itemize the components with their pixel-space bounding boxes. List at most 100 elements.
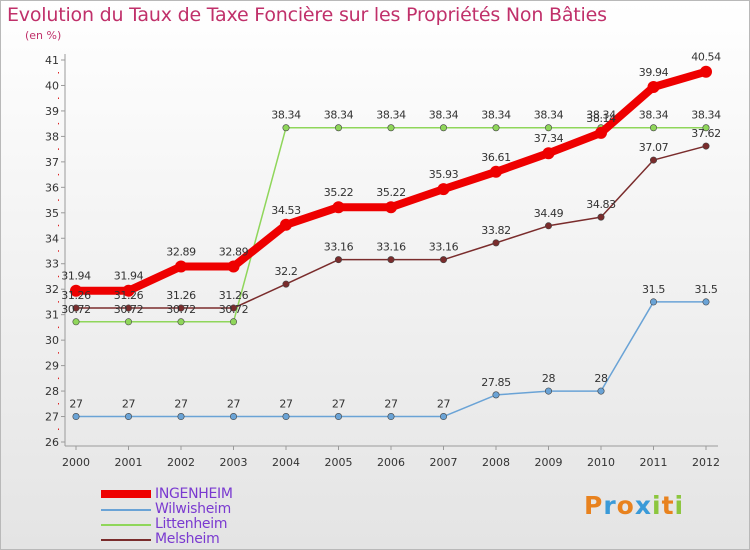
logo-letter: o [616,491,635,520]
data-point-littenheim [439,124,447,132]
data-point-littenheim [649,124,657,132]
data-label-melsheim: 33.16 [376,241,406,254]
data-point-wilwisheim [334,413,342,421]
data-label-melsheim: 33.16 [429,241,459,254]
data-point-wilwisheim [230,413,238,421]
legend-swatch [101,524,151,526]
data-label-melsheim: 31.26 [219,289,249,302]
data-label-littenheim: 38.34 [639,109,669,122]
data-point-littenheim [282,124,290,132]
data-point-littenheim [230,318,238,326]
data-point-melsheim [230,304,238,312]
y-tick-label: 34 [45,232,59,245]
x-tick-label: 2009 [535,456,563,469]
unit-label: (en %) [25,29,62,42]
data-point-wilwisheim [72,413,80,421]
data-point-melsheim [597,213,605,221]
data-point-littenheim [177,318,185,326]
x-tick-label: 2010 [587,456,615,469]
data-label-littenheim: 38.34 [324,109,354,122]
data-point-ingenheim [437,183,450,196]
x-tick-label: 2003 [220,456,248,469]
data-label-melsheim: 33.16 [324,241,354,254]
legend-swatch [101,509,151,511]
data-point-ingenheim [280,218,292,231]
logo-letter: P [584,491,604,520]
data-label-wilwisheim: 27 [227,398,241,411]
data-point-wilwisheim [702,298,710,306]
y-tick-label: 33 [45,258,59,271]
data-label-littenheim: 30.72 [166,303,196,316]
data-point-ingenheim [700,65,712,78]
data-label-ingenheim: 31.94 [61,270,91,283]
data-label-wilwisheim: 28 [542,372,556,385]
data-point-ingenheim [595,126,607,139]
legend-label: Littenheim [155,516,228,532]
data-label-melsheim: 31.26 [114,289,144,302]
data-label-wilwisheim: 27 [437,398,451,411]
x-tick-label: 2001 [115,456,143,469]
series-layer [70,65,712,421]
data-point-melsheim [177,304,185,312]
data-point-wilwisheim [125,413,133,421]
data-point-littenheim [492,124,500,132]
data-label-wilwisheim: 31.5 [642,283,665,296]
data-label-wilwisheim: 27 [122,398,136,411]
data-point-ingenheim [385,201,397,214]
data-label-littenheim: 30.72 [61,303,91,316]
data-label-wilwisheim: 27.85 [481,376,511,389]
data-point-melsheim [334,256,342,264]
legend-label: INGENHEIM [155,486,233,502]
data-label-wilwisheim: 27 [332,398,346,411]
data-label-wilwisheim: 27 [384,398,398,411]
y-tick-label: 40 [45,79,59,92]
data-label-ingenheim: 35.22 [324,186,354,199]
data-label-melsheim: 32.2 [275,265,298,278]
data-label-littenheim: 38.34 [271,109,301,122]
data-point-ingenheim [70,284,82,297]
y-tick-label: 37 [45,156,59,169]
data-label-ingenheim: 32.89 [219,246,249,259]
data-point-ingenheim [122,284,135,297]
data-point-wilwisheim [597,387,605,395]
data-label-littenheim: 38.34 [481,109,511,122]
series-line-melsheim [75,145,707,309]
data-point-ingenheim [647,80,660,93]
data-label-ingenheim: 32.89 [166,246,196,259]
legend-label: Melsheim [155,531,220,547]
data-label-wilwisheim: 27 [174,398,188,411]
data-point-ingenheim [227,260,240,273]
logo-letter: i [674,491,685,520]
data-label-littenheim: 38.34 [586,109,616,122]
data-point-wilwisheim [649,298,657,306]
data-point-melsheim [125,304,133,312]
data-label-littenheim: 38.34 [429,109,459,122]
data-point-wilwisheim [544,387,552,395]
x-tick-label: 2006 [377,456,405,469]
data-label-wilwisheim: 27 [69,398,83,411]
data-point-melsheim [387,256,395,264]
y-tick-label: 38 [45,130,59,143]
x-tick-label: 2012 [692,456,720,469]
data-label-melsheim: 31.26 [61,289,91,302]
data-point-littenheim [125,318,133,326]
data-point-wilwisheim [492,391,500,399]
proxiti-logo: Proxiti [584,491,684,520]
x-tick-label: 2000 [62,456,90,469]
logo-letter: x [634,491,652,520]
data-label-melsheim: 37.07 [639,141,669,154]
data-point-melsheim [492,239,500,247]
data-label-ingenheim: 34.53 [271,204,301,217]
x-tick-label: 2011 [640,456,668,469]
y-tick-label: 39 [45,105,59,118]
data-point-melsheim [282,280,290,288]
data-label-littenheim: 38.34 [691,109,721,122]
data-label-wilwisheim: 31.5 [695,283,718,296]
data-point-littenheim [387,124,395,132]
y-tick-label: 31 [45,309,59,322]
data-point-littenheim [544,124,552,132]
y-tick-label: 26 [45,436,59,449]
data-label-wilwisheim: 28 [594,372,608,385]
legend-swatch [101,539,151,541]
